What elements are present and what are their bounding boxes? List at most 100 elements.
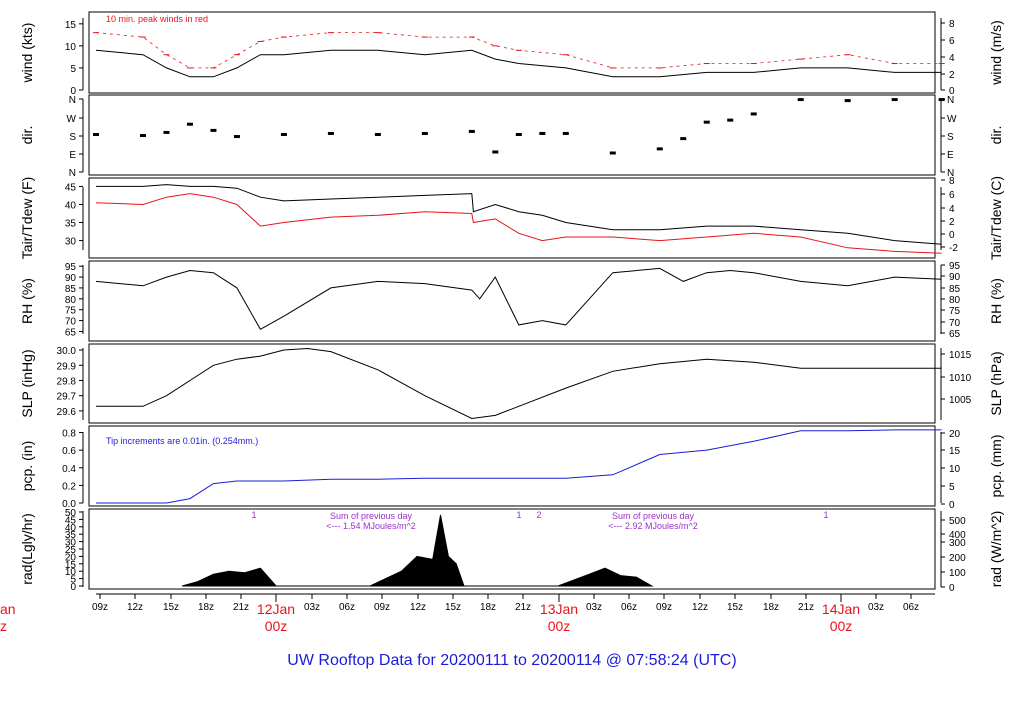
pcp-right-tick-label: 15 <box>949 446 961 457</box>
time-tick-label: 18z <box>480 602 496 613</box>
dir-point <box>421 131 428 135</box>
rh-series-0 <box>95 267 942 330</box>
rad-right-tick-label: 500 <box>949 516 966 527</box>
rad-left-tick-label: 45 <box>65 515 77 526</box>
rad-mark: 1 <box>516 510 521 520</box>
slp-series-0 <box>96 347 942 420</box>
wind-left-tick-label: 0 <box>70 86 76 97</box>
dir-point <box>656 147 663 151</box>
temp-series-0 <box>96 184 942 245</box>
dir-point <box>210 128 217 132</box>
dir-point <box>938 98 945 102</box>
wind-right-tick-label: 8 <box>949 19 955 30</box>
wind-series-0 <box>95 49 942 78</box>
dir-left-tick-label: N <box>69 95 76 106</box>
time-tick-label: 15z <box>163 602 179 613</box>
slp-left-tick-label: 29.8 <box>57 376 77 387</box>
pcp-left-tick-label: 0.0 <box>62 499 76 510</box>
dir-point <box>703 120 710 124</box>
rh-left-tick-label: 80 <box>65 295 77 306</box>
temp-right-tick-label: 2 <box>949 217 955 228</box>
pcp-right-tick-label: 0 <box>949 500 955 511</box>
rad-mark: 2 <box>536 510 541 520</box>
temp-series-1 <box>95 193 942 254</box>
dir-left-tick-label: W <box>67 114 77 125</box>
dir-ylabel-left: dir. <box>19 126 35 145</box>
dir-point <box>233 135 240 139</box>
dir-point <box>797 98 804 102</box>
rh-left-tick-label: 75 <box>65 306 77 317</box>
temp-left-tick-label: 40 <box>65 200 77 211</box>
temp-right-tick-label: 6 <box>949 190 955 201</box>
rad-left-tick-label: 25 <box>65 545 77 556</box>
dir-point <box>139 134 146 138</box>
day-label-date: 13Jan <box>540 601 578 617</box>
rad-left-tick-label: 20 <box>65 552 77 563</box>
time-tick-label: 09z <box>656 602 672 613</box>
rad-ylabel-left: rad(Lgly/hr) <box>19 513 35 585</box>
day-label-date-partial: an <box>0 601 16 617</box>
rad-left-tick-label: 35 <box>65 530 77 541</box>
chart-title: UW Rooftop Data for 20200111 to 20200114… <box>287 652 736 669</box>
rad-right-tick-label: 0 <box>949 583 955 594</box>
dir-right-tick-label: E <box>947 150 954 161</box>
time-tick-label: 06z <box>339 602 355 613</box>
dir-left-tick-label: E <box>69 150 76 161</box>
day-label-hour-partial: z <box>0 618 7 634</box>
rad-mark: 1 <box>823 510 828 520</box>
temp-ylabel-right: Tair/Tdew (C) <box>988 176 1004 260</box>
slp-right-tick-label: 1010 <box>949 373 972 384</box>
time-tick-label: 15z <box>445 602 461 613</box>
pcp-right-tick-label: 5 <box>949 482 955 493</box>
slp-right-tick-label: 1005 <box>949 395 972 406</box>
wind-right-tick-label: 2 <box>949 70 955 81</box>
time-tick-label: 18z <box>198 602 214 613</box>
dir-point <box>562 131 569 135</box>
wind-annotation: 10 min. peak winds in red <box>106 14 208 24</box>
wind-right-tick-label: 6 <box>949 36 955 47</box>
dir-point <box>327 131 334 135</box>
rad-left-tick-label: 30 <box>65 538 77 549</box>
time-tick-label: 03z <box>868 602 884 613</box>
dir-point <box>750 112 757 116</box>
slp-left-tick-label: 30.0 <box>57 346 77 357</box>
wind-left-tick-label: 5 <box>70 64 76 75</box>
time-tick-label: 21z <box>233 602 249 613</box>
day-label-hour: 00z <box>265 618 288 634</box>
dir-point <box>515 133 522 136</box>
rh-right-tick-label: 75 <box>949 306 961 317</box>
pcp-ylabel-left: pcp. (in) <box>19 441 35 492</box>
temp-right-tick-label: 8 <box>949 176 955 187</box>
rh-left-tick-label: 70 <box>65 317 77 328</box>
rh-left-tick-label: 65 <box>65 327 77 338</box>
rad-mark: 1 <box>251 510 256 520</box>
dir-point <box>539 131 546 135</box>
pcp-left-tick-label: 0.4 <box>62 464 76 475</box>
rh-ylabel-right: RH (%) <box>988 278 1004 324</box>
pcp-ylabel-right: pcp. (mm) <box>988 435 1004 498</box>
time-axis: 09z 12z 15z 18z 21z 03z 06z 09z 12z 15z 18z 21z 03z 0… <box>0 593 935 634</box>
temp-frame <box>88 177 936 259</box>
pcp-annotation: Tip increments are 0.01in. (0.254mm.) <box>106 436 258 446</box>
rad-left-tick-label: 40 <box>65 523 77 534</box>
time-tick-label: 06z <box>903 602 919 613</box>
pcp-right-tick-label: 10 <box>949 464 961 475</box>
rad-left-tick-label: 10 <box>65 567 77 578</box>
temp-left-tick-label: 45 <box>65 182 77 193</box>
temp-ylabel-left: Tair/Tdew (F) <box>19 177 35 259</box>
time-tick-label: 21z <box>515 602 531 613</box>
dir-frame <box>88 94 936 176</box>
rh-ylabel-left: RH (%) <box>19 278 35 324</box>
slp-frame <box>88 343 936 424</box>
dir-left-tick-label: S <box>69 132 76 143</box>
dir-point <box>492 150 499 154</box>
rh-right-tick-label: 85 <box>949 284 961 295</box>
rad-left-tick-label: 5 <box>70 575 76 586</box>
dir-left-tick-label: N <box>69 168 76 179</box>
slp-ylabel-left: SLP (inHg) <box>19 349 35 417</box>
time-tick-label: 12z <box>410 602 426 613</box>
rh-right-tick-label: 80 <box>949 295 961 306</box>
wind-panel: 0 5 10 15 0 2 4 6 8 wind (kts) wind (m/s) 10 min. p… <box>19 11 1004 97</box>
dir-point <box>186 122 193 126</box>
